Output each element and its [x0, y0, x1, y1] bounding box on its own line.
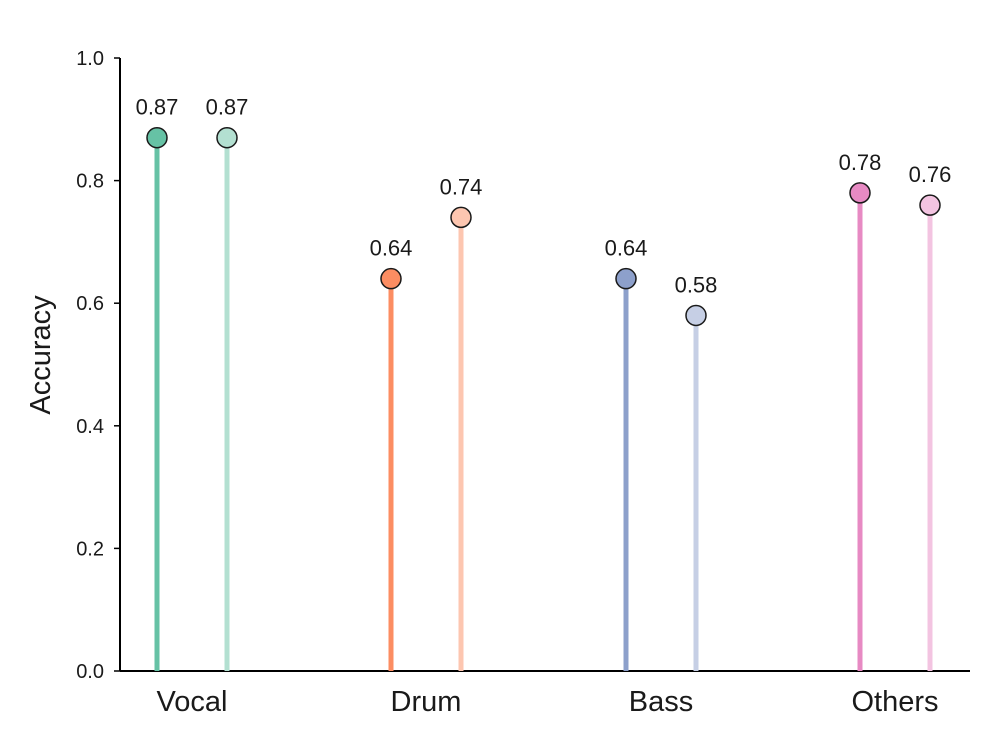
lollipop-marker — [849, 182, 871, 204]
value-label: 0.76 — [909, 162, 952, 187]
lollipop-marker — [450, 206, 472, 229]
x-category-label: Bass — [629, 686, 693, 718]
x-category-label: Vocal — [157, 686, 228, 718]
value-label: 0.58 — [675, 272, 718, 297]
lollipop-marker — [685, 304, 707, 327]
value-label: 0.74 — [440, 174, 483, 199]
y-tick-label: 0.8 — [76, 171, 104, 193]
plot-area: 0.0 0.2 0.4 0.6 0.8 1.0 Vocal 0.87 0.87 Drum 0.64 0… — [76, 48, 970, 718]
y-tick-label: 0.0 — [76, 661, 104, 683]
lollipop-marker — [216, 126, 238, 149]
x-category-label: Drum — [391, 686, 462, 718]
y-tick-label: 0.6 — [76, 293, 104, 315]
value-label: 0.87 — [136, 95, 179, 120]
y-tick-label: 1.0 — [76, 48, 104, 70]
value-label: 0.64 — [370, 236, 413, 261]
y-tick-label: 0.2 — [76, 538, 104, 560]
lollipop-marker — [146, 126, 168, 149]
y-tick-label: 0.4 — [76, 416, 104, 438]
lollipop-marker — [919, 194, 941, 216]
value-label: 0.78 — [839, 150, 882, 175]
lollipop-marker — [380, 267, 402, 290]
value-label: 0.87 — [206, 95, 249, 120]
y-axis-title: Accuracy — [25, 295, 57, 415]
value-label: 0.64 — [605, 236, 648, 261]
lollipop-marker — [615, 267, 637, 290]
x-category-label: Others — [851, 686, 938, 718]
